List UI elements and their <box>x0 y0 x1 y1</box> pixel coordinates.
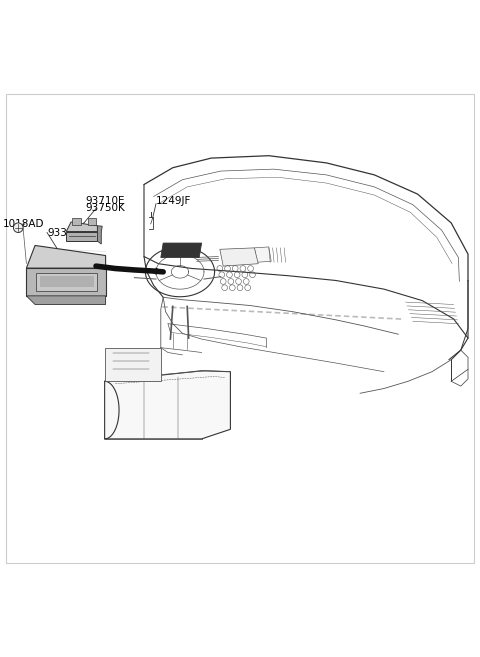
Polygon shape <box>26 246 106 268</box>
Polygon shape <box>36 273 97 291</box>
Polygon shape <box>220 248 258 266</box>
FancyBboxPatch shape <box>88 218 96 225</box>
Polygon shape <box>66 222 97 231</box>
Text: 93750K: 93750K <box>85 202 125 213</box>
Polygon shape <box>66 231 97 241</box>
FancyBboxPatch shape <box>72 218 81 225</box>
Polygon shape <box>254 247 271 262</box>
Polygon shape <box>26 296 106 304</box>
Polygon shape <box>26 268 106 296</box>
Polygon shape <box>97 226 102 244</box>
Text: 93710E: 93710E <box>85 196 125 206</box>
Text: 1249JF: 1249JF <box>156 196 192 206</box>
Polygon shape <box>105 371 230 439</box>
Polygon shape <box>105 348 161 381</box>
Circle shape <box>13 223 23 233</box>
Polygon shape <box>161 243 202 258</box>
Polygon shape <box>40 276 94 287</box>
Text: 93301A: 93301A <box>47 227 87 237</box>
Text: 1018AD: 1018AD <box>2 219 44 229</box>
